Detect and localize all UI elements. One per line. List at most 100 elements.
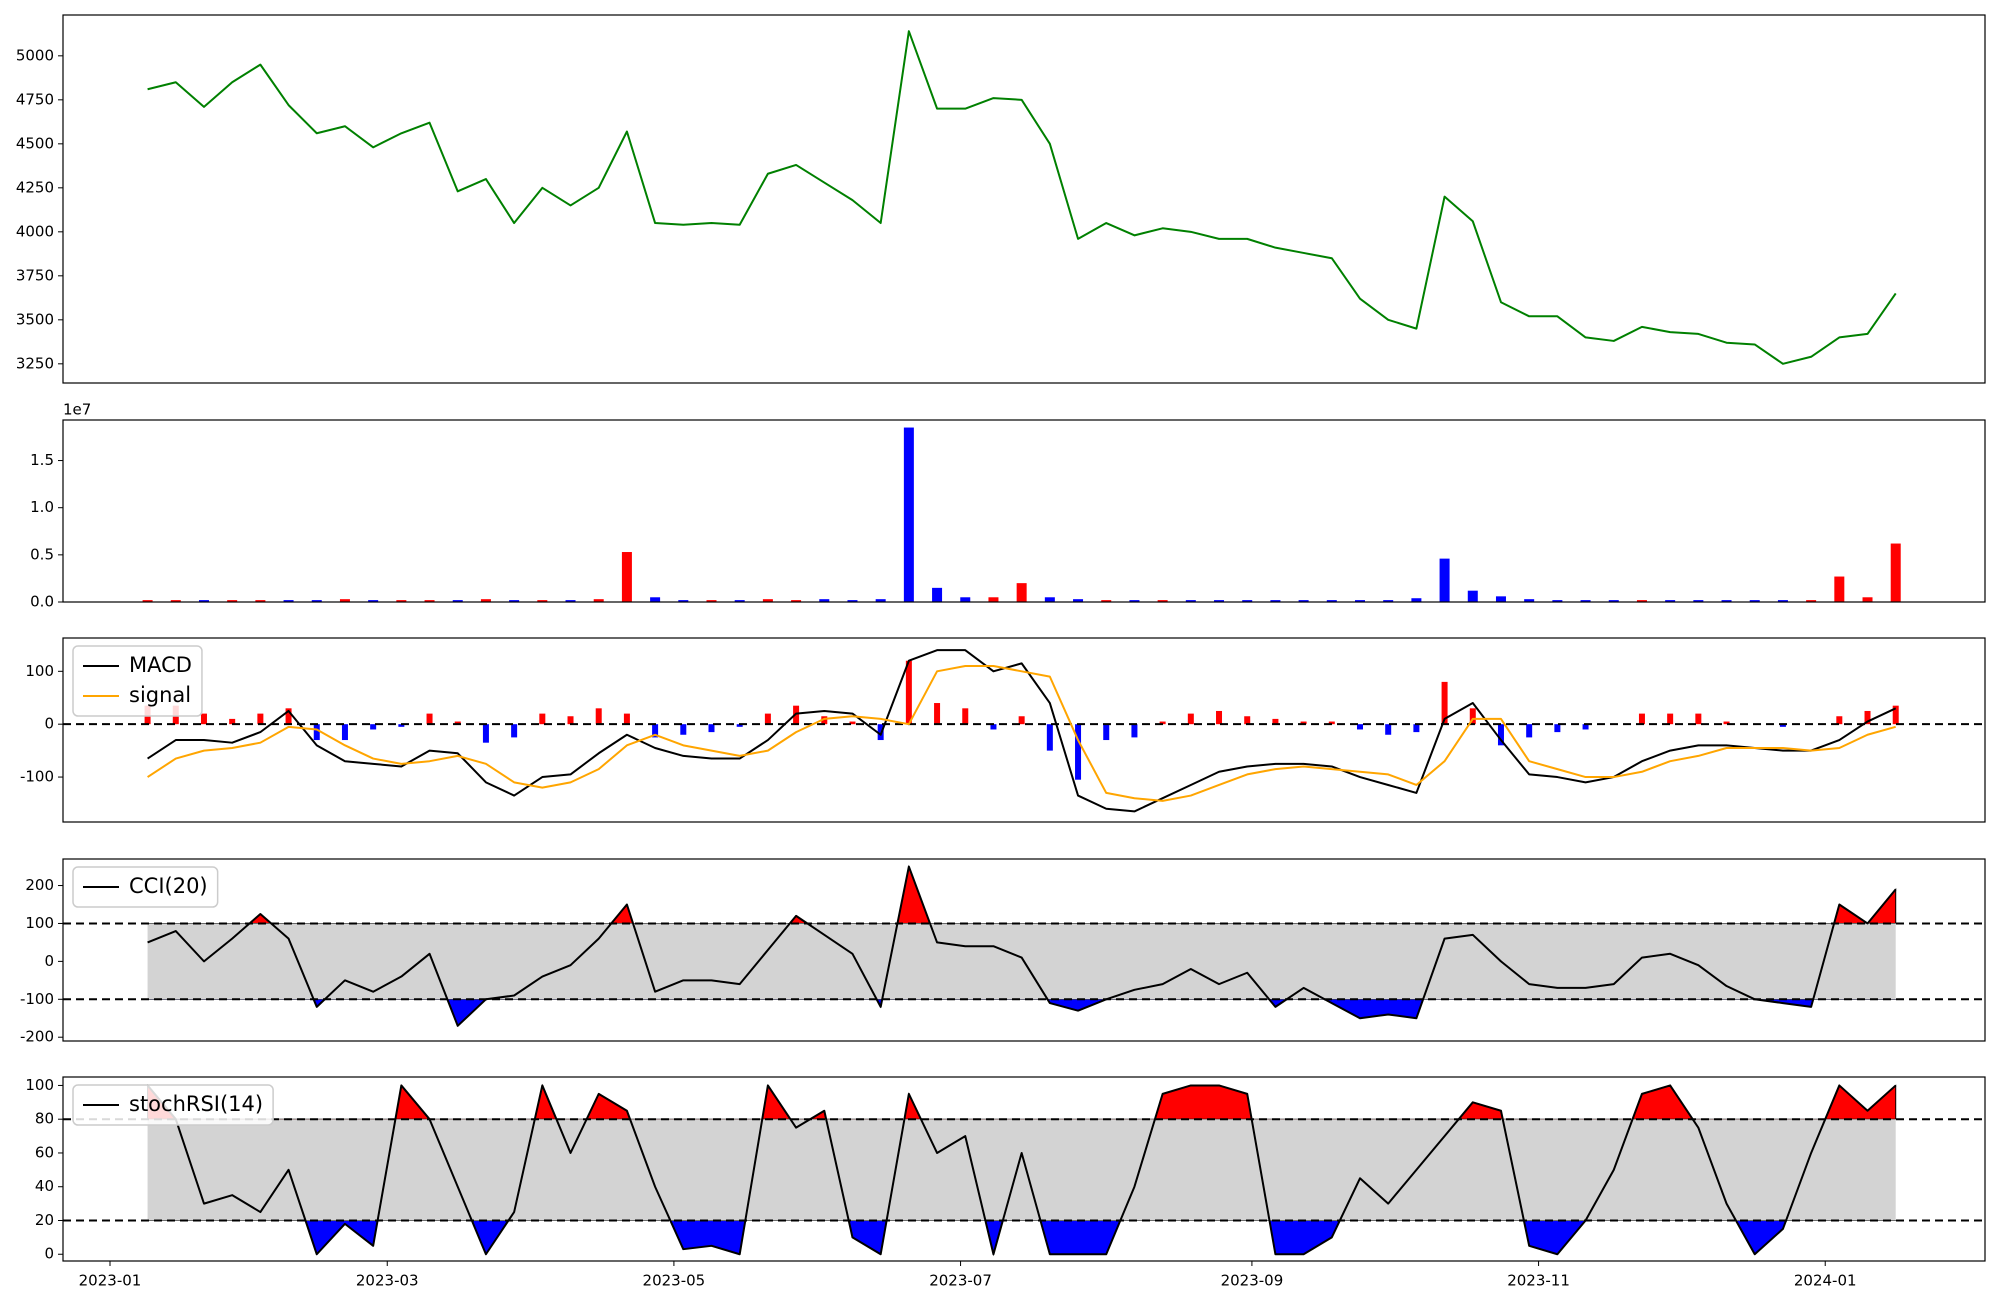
volume-bar bbox=[1214, 600, 1225, 602]
histogram-bar bbox=[1300, 721, 1307, 725]
histogram-bar bbox=[285, 708, 292, 725]
y-tick-label: 80 bbox=[35, 1110, 54, 1128]
volume-bar bbox=[1354, 600, 1365, 602]
histogram-bar bbox=[1413, 724, 1420, 733]
histogram-bar bbox=[1244, 716, 1251, 725]
x-tick-label: 2023-09 bbox=[1221, 1272, 1284, 1290]
y-tick-label: 0 bbox=[44, 715, 54, 733]
volume-bar bbox=[1185, 600, 1196, 602]
y-tick-label: 200 bbox=[25, 876, 54, 894]
y-tick-label: 20 bbox=[35, 1211, 54, 1229]
price-line bbox=[147, 30, 1897, 365]
histogram-bar bbox=[1667, 713, 1674, 725]
indicator-line bbox=[147, 665, 1896, 802]
histogram-bar bbox=[595, 708, 602, 725]
histogram-bar bbox=[821, 716, 828, 725]
volume-bar bbox=[1157, 600, 1168, 602]
y-tick-label: 0 bbox=[44, 1245, 54, 1263]
histogram-bar bbox=[313, 724, 320, 741]
volume-bar bbox=[1129, 600, 1140, 602]
histogram-bar bbox=[1779, 724, 1786, 727]
volume-bar bbox=[903, 427, 914, 602]
y-tick-label: 4500 bbox=[16, 134, 54, 152]
volume-bar bbox=[706, 600, 717, 602]
volume-bar bbox=[819, 599, 830, 602]
y-tick-label: 60 bbox=[35, 1143, 54, 1161]
histogram-bar bbox=[1131, 724, 1138, 738]
histogram-bar bbox=[1159, 721, 1166, 725]
volume-bar bbox=[1467, 590, 1478, 602]
volume-bar bbox=[1636, 600, 1647, 602]
volume-bar bbox=[339, 599, 350, 602]
histogram-bar bbox=[1638, 713, 1645, 725]
volume-bar bbox=[960, 597, 971, 602]
y-tick-label: 0.5 bbox=[30, 545, 54, 563]
histogram-bar bbox=[539, 713, 546, 725]
histogram-bar bbox=[708, 724, 715, 733]
y-tick-label: 100 bbox=[25, 914, 54, 932]
volume-bar bbox=[1834, 576, 1845, 602]
y-tick-label: 4000 bbox=[16, 222, 54, 240]
panel-frame bbox=[62, 858, 1986, 1042]
volume-bar bbox=[988, 597, 999, 602]
histogram-bar bbox=[1018, 716, 1025, 725]
volume-bar bbox=[1749, 600, 1760, 602]
neutral-band bbox=[147, 1119, 1896, 1221]
histogram-bar bbox=[849, 721, 856, 725]
histogram-bar bbox=[1892, 705, 1899, 725]
volume-bar bbox=[1890, 543, 1901, 602]
volume-bar bbox=[1411, 598, 1422, 602]
histogram-bar bbox=[511, 724, 518, 738]
histogram-bar bbox=[934, 703, 941, 725]
legend: CCI(20) bbox=[72, 866, 219, 908]
y-tick-label: 0 bbox=[44, 952, 54, 970]
volume-bar bbox=[734, 600, 745, 602]
volume-bar bbox=[1806, 600, 1817, 602]
y-tick-label: -200 bbox=[20, 1028, 54, 1046]
legend-box bbox=[72, 1084, 274, 1126]
histogram-bar bbox=[1272, 718, 1279, 725]
panel-frame bbox=[62, 419, 1986, 603]
volume-bar bbox=[1693, 600, 1704, 602]
y-tick-label: -100 bbox=[20, 990, 54, 1008]
volume-bar bbox=[1073, 599, 1084, 602]
histogram-bar bbox=[1554, 724, 1561, 733]
y-tick-label: 100 bbox=[25, 1076, 54, 1094]
histogram-bar bbox=[370, 724, 377, 730]
histogram-bar bbox=[341, 724, 348, 741]
volume-bar bbox=[791, 600, 802, 602]
x-tick-label: 2023-11 bbox=[1507, 1272, 1570, 1290]
histogram-bar bbox=[1075, 724, 1082, 780]
y-tick-label: 4250 bbox=[16, 178, 54, 196]
volume-bar bbox=[283, 600, 294, 602]
histogram-bar bbox=[1385, 724, 1392, 735]
legend-label: CCI(20) bbox=[129, 874, 208, 898]
volume-bar bbox=[537, 600, 548, 602]
histogram-bar bbox=[1836, 716, 1843, 725]
volume-bar bbox=[875, 599, 886, 602]
histogram-bar bbox=[200, 713, 207, 725]
volume-bar bbox=[480, 599, 491, 602]
legend-box bbox=[72, 645, 203, 717]
x-tick-label: 2023-01 bbox=[79, 1272, 142, 1290]
volume-bar bbox=[424, 600, 435, 602]
histogram-bar bbox=[623, 713, 630, 725]
y-tick-label: 5000 bbox=[16, 46, 54, 64]
volume-bar bbox=[227, 600, 238, 602]
volume-bar bbox=[932, 587, 943, 602]
volume-bar bbox=[1721, 600, 1732, 602]
histogram-bar bbox=[1864, 710, 1871, 725]
volume-bar bbox=[1777, 600, 1788, 602]
histogram-bar bbox=[1723, 721, 1730, 725]
y-tick-label: 40 bbox=[35, 1177, 54, 1195]
histogram-bar bbox=[1695, 713, 1702, 725]
volume-bar bbox=[509, 600, 520, 602]
volume-bar bbox=[311, 600, 322, 602]
histogram-bar bbox=[990, 724, 997, 730]
volume-bar bbox=[593, 599, 604, 602]
x-tick-label: 2023-03 bbox=[356, 1272, 419, 1290]
y-tick-label: -100 bbox=[20, 768, 54, 786]
legend-label: signal bbox=[129, 683, 191, 707]
volume-bar bbox=[847, 600, 858, 602]
